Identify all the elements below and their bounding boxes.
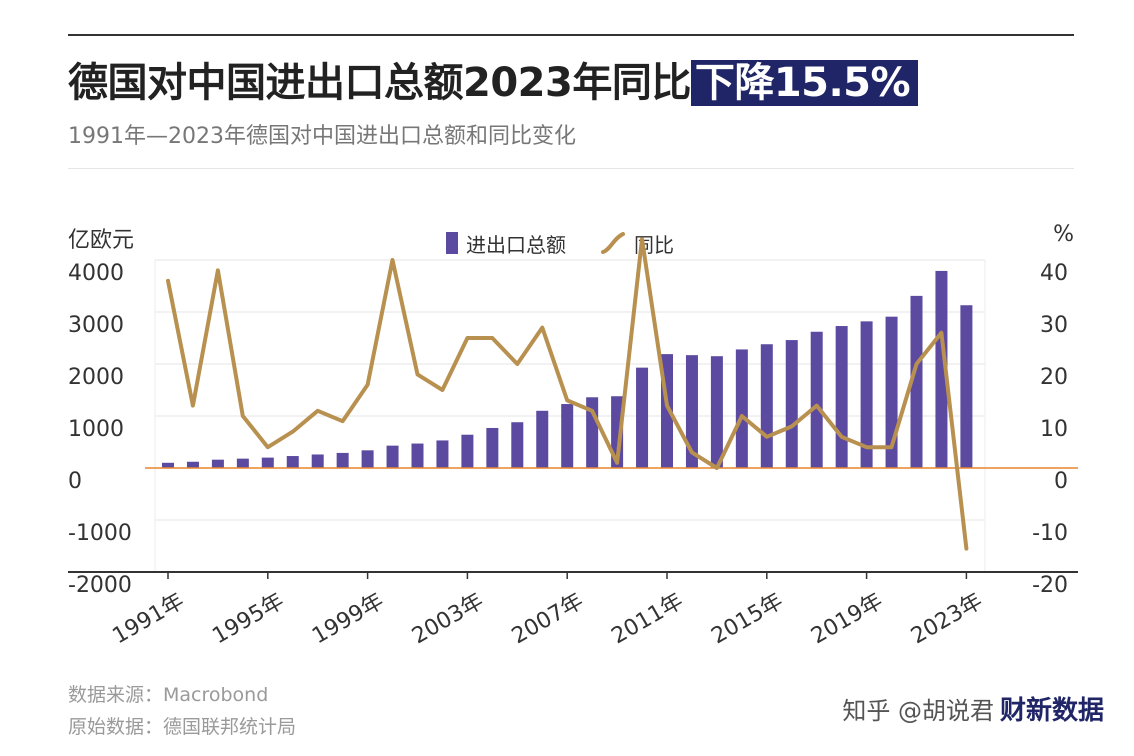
left-tick-label: 0: [68, 469, 82, 494]
bar: [636, 367, 649, 468]
x-tick-label: 2007年: [508, 589, 588, 650]
bar: [236, 458, 249, 468]
left-tick-label: -1000: [68, 521, 132, 546]
title-highlight: 下降15.5%: [690, 60, 919, 106]
chart-subtitle: 1991年—2023年德国对中国进出口总额和同比变化: [68, 124, 576, 149]
bar: [910, 295, 923, 468]
brand-logo: 财新数据: [999, 696, 1104, 726]
bar: [561, 404, 574, 468]
bar: [336, 452, 349, 468]
origin-note: 原始数据：德国联邦统计局: [68, 716, 297, 738]
bar: [735, 349, 748, 468]
brand-text: 知乎 @胡说君: [842, 697, 994, 725]
bar: [361, 450, 374, 468]
bar: [436, 440, 449, 468]
right-tick-label: 40: [1040, 261, 1068, 286]
subtitle-rule: [68, 168, 1074, 169]
chart-title: 德国对中国进出口总额2023年同比 下降15.5%: [68, 50, 919, 108]
legend-bar-swatch: [446, 232, 458, 254]
left-tick-label: 2000: [68, 365, 124, 390]
right-tick-label: -20: [1032, 573, 1068, 598]
legend-line-swatch: [601, 232, 625, 254]
bar: [186, 461, 199, 468]
bar: [211, 459, 224, 468]
bar: [286, 456, 299, 468]
chart-legend: 进出口总额 同比: [446, 228, 674, 258]
right-tick-label: 0: [1054, 469, 1068, 494]
left-tick-label: -2000: [68, 573, 132, 598]
x-tick-label: 2023年: [907, 589, 987, 650]
title-main: 德国对中国进出口总额2023年同比: [68, 60, 691, 106]
bar: [860, 321, 873, 468]
x-tick-label: 2015年: [707, 589, 787, 650]
x-tick-label: 1995年: [208, 589, 288, 650]
bar: [685, 355, 698, 468]
legend-item-bar: 进出口总额: [446, 229, 566, 258]
right-tick-label: 30: [1040, 313, 1068, 338]
bar: [461, 434, 474, 468]
bar: [386, 445, 399, 468]
bar: [311, 454, 324, 468]
bar: [162, 462, 174, 468]
x-tick-label: 2011年: [608, 589, 688, 650]
bar: [710, 356, 723, 468]
source-note: 数据来源：Macrobond: [68, 684, 269, 706]
bar: [960, 305, 973, 468]
bar: [785, 340, 798, 468]
left-tick-label: 4000: [68, 261, 124, 286]
bar: [411, 443, 424, 468]
right-tick-label: -10: [1032, 521, 1068, 546]
bar: [760, 344, 773, 468]
bar: [835, 326, 848, 468]
bar: [261, 457, 274, 468]
right-axis-unit: %: [1053, 222, 1074, 247]
legend-bar-label: 进出口总额: [466, 232, 566, 257]
x-tick-label: 1999年: [308, 589, 388, 650]
bar: [486, 427, 499, 468]
x-tick-label: 2019年: [807, 589, 887, 650]
left-axis-unit: 亿欧元: [68, 228, 135, 253]
x-tick-label: 2003年: [408, 589, 488, 650]
bar: [810, 331, 823, 468]
bar: [511, 422, 524, 468]
top-rule: [68, 34, 1074, 36]
right-tick-label: 10: [1040, 417, 1068, 442]
bar: [935, 270, 948, 468]
bar: [536, 410, 549, 468]
brand-mark: 知乎 @胡说君 财新数据: [842, 690, 1104, 727]
left-tick-label: 3000: [68, 313, 124, 338]
right-tick-label: 20: [1040, 365, 1068, 390]
left-tick-label: 1000: [68, 417, 124, 442]
